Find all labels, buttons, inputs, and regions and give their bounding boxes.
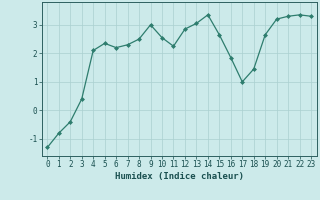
X-axis label: Humidex (Indice chaleur): Humidex (Indice chaleur) xyxy=(115,172,244,181)
